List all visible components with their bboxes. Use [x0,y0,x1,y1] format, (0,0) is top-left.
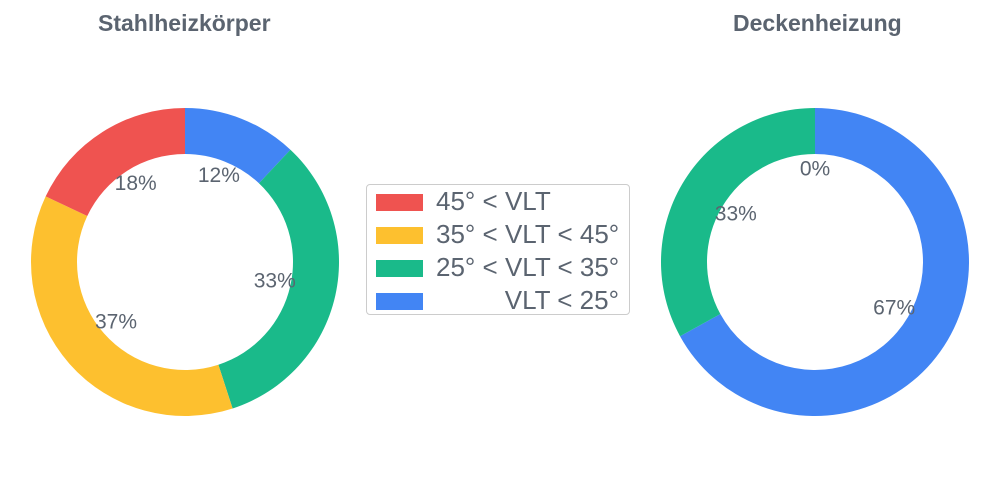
svg-text:37%: 37% [95,310,137,333]
svg-text:18%: 18% [115,172,157,195]
svg-text:67%: 67% [873,296,915,319]
svg-text:12%: 12% [198,164,240,187]
svg-text:33%: 33% [254,270,296,293]
svg-text:0%: 0% [800,158,830,181]
svg-text:33%: 33% [715,203,757,226]
